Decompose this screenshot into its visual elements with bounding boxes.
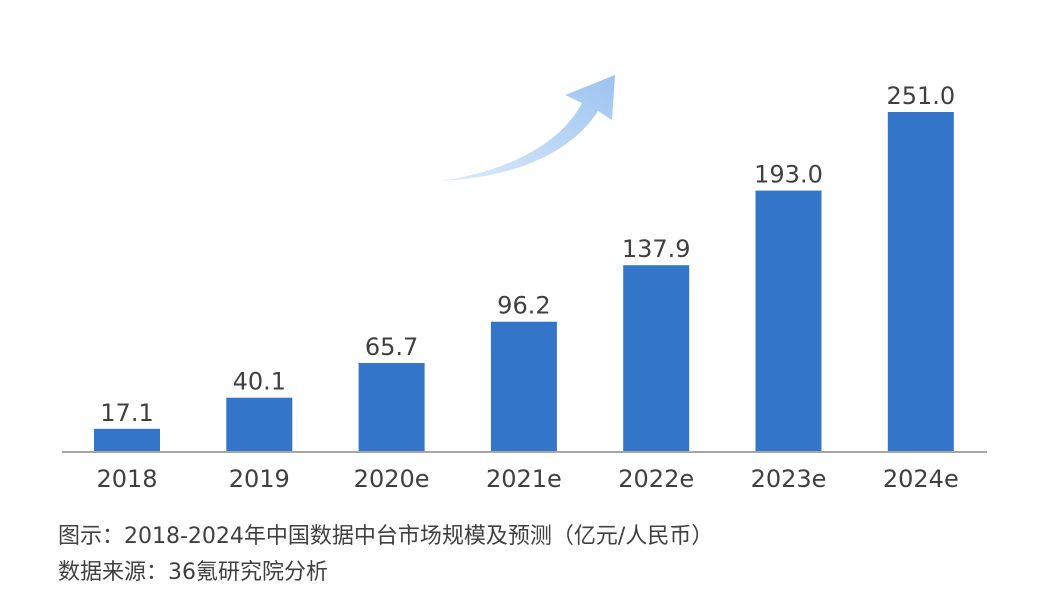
bar-chart: 17.1 40.1 65.7 96.2 137.9 193.0 251.0 2018 2019…: [62, 75, 987, 493]
bar-2018: [94, 428, 160, 452]
growth-arrow-icon: [440, 75, 615, 181]
value-label-2021e: 96.2: [497, 292, 550, 320]
category-label-2022e: 2022e: [618, 465, 694, 493]
value-label-2018: 17.1: [100, 399, 153, 427]
category-label-2024e: 2024e: [883, 465, 959, 493]
bar-2022e: [623, 265, 690, 452]
value-label-2024e: 251.0: [886, 82, 955, 110]
bar-2024e: [887, 112, 954, 452]
category-label-2023e: 2023e: [751, 465, 827, 493]
value-label-2023e: 193.0: [754, 161, 823, 189]
category-label-2018: 2018: [96, 465, 157, 493]
value-label-2022e: 137.9: [622, 235, 691, 263]
category-label-2020e: 2020e: [354, 465, 430, 493]
value-label-2020e: 65.7: [365, 333, 418, 361]
bar-2021e: [490, 321, 557, 452]
figure-caption: 图示：2018-2024年中国数据中台市场规模及预测（亿元/人民币）: [58, 524, 714, 549]
bar-2019: [226, 397, 293, 452]
category-label-2021e: 2021e: [486, 465, 562, 493]
data-source-note: 数据来源：36氪研究院分析: [58, 560, 328, 585]
value-label-2019: 40.1: [233, 368, 286, 396]
bar-2023e: [755, 190, 822, 452]
category-label-2019: 2019: [229, 465, 290, 493]
bar-2020e: [358, 363, 425, 452]
